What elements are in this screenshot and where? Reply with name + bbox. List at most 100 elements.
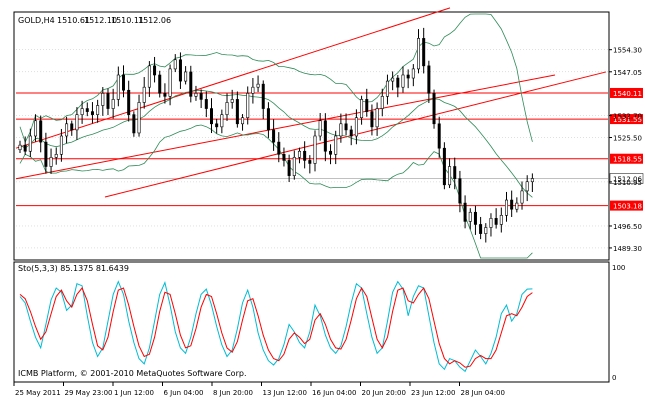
- candle-body: [287, 160, 291, 176]
- candle-body: [375, 108, 379, 128]
- trend-channel-line[interactable]: [15, 74, 556, 180]
- candle-body: [437, 123, 441, 149]
- bollinger-bands: [19, 13, 533, 259]
- time-tick-label: 6 Jun 04:00: [164, 389, 204, 397]
- copyright-watermark: ICMB Platform, © 2001-2010 MetaQuotes So…: [18, 369, 247, 378]
- candle-body: [39, 120, 43, 143]
- candle-body: [122, 74, 126, 91]
- candle-body: [308, 160, 312, 164]
- candle-body: [163, 93, 167, 97]
- candle-body: [49, 157, 53, 167]
- candle-body: [365, 99, 369, 112]
- candle-body: [173, 59, 177, 70]
- candle-body: [525, 181, 529, 192]
- candle-body: [75, 114, 79, 131]
- candle-body: [339, 123, 343, 137]
- stochastic-lines: [19, 280, 533, 373]
- candle-body: [266, 108, 270, 131]
- stochastic-label: Sto(5,3,3) 85.1375 81.6439: [18, 264, 129, 273]
- candle-body: [479, 224, 483, 234]
- price-tick-label: 1510.95: [613, 179, 642, 187]
- candle-body: [396, 77, 400, 88]
- candle-body: [473, 211, 477, 225]
- price-tick-label: 1489.30: [613, 245, 642, 253]
- candle-body: [510, 199, 514, 210]
- candle-body: [318, 120, 322, 137]
- candle-body: [453, 166, 457, 179]
- level-price-badge: [610, 153, 643, 164]
- candle-body: [230, 99, 234, 103]
- time-tick-label: 8 Jun 20:00: [213, 389, 253, 397]
- time-tick-label: 20 Jun 20:00: [362, 389, 406, 397]
- time-tick-label: 25 May 2011: [15, 389, 61, 397]
- price-axis: 1554.30 1547.05 1532.70 1525.50 1510.95 1496.…: [609, 47, 642, 253]
- candle-body: [417, 38, 421, 70]
- symbol-label: GOLD,H4: [18, 16, 55, 25]
- candle-body: [515, 202, 519, 210]
- price-tick-label: 1496.50: [613, 223, 642, 231]
- level-price-badge: [610, 87, 643, 98]
- candle-body: [153, 65, 157, 76]
- stochastic-main-line: [19, 280, 533, 373]
- candle-body: [448, 166, 452, 186]
- candle-body: [272, 129, 276, 143]
- candle-body: [189, 71, 193, 97]
- candle-body: [225, 102, 229, 115]
- candle-body: [70, 123, 74, 131]
- candle-body: [147, 65, 151, 88]
- candle-body: [370, 111, 374, 128]
- bollinger-middle-band: [19, 89, 533, 198]
- candle-body: [463, 202, 467, 222]
- candle-body: [380, 96, 384, 109]
- candle-body: [65, 123, 69, 137]
- candle-body: [106, 93, 110, 109]
- trend-channel-line[interactable]: [15, 7, 451, 149]
- candle-body: [168, 68, 172, 97]
- current-price-label: 1512.06: [613, 176, 642, 184]
- candle-body: [427, 65, 431, 94]
- candle-body: [116, 74, 120, 100]
- candle-body: [85, 108, 89, 112]
- candle-body: [385, 80, 389, 97]
- candle-body: [59, 135, 63, 155]
- time-tick-label: 28 Jun 04:00: [461, 389, 505, 397]
- main-chart-area[interactable]: [13, 11, 610, 261]
- candle-body: [220, 114, 224, 128]
- candle-body: [277, 141, 281, 155]
- candle-body: [344, 123, 348, 131]
- candle-body: [199, 93, 203, 100]
- candle-body: [184, 71, 188, 82]
- indicator-scale-top: 100: [612, 264, 625, 272]
- level-price-label: 1540.11: [613, 90, 642, 98]
- candle-body: [261, 83, 265, 109]
- candle-body: [23, 144, 27, 152]
- candle-body: [494, 218, 498, 225]
- price-candles: [18, 27, 534, 243]
- level-price-badge: [610, 114, 643, 125]
- candle-body: [354, 117, 358, 137]
- candle-body: [530, 178, 534, 183]
- candle-body: [256, 83, 260, 88]
- candle-body: [34, 120, 38, 137]
- horizontal-levels[interactable]: 1540.11 1531.55 1518.55 1503.18 1512.06: [16, 87, 644, 211]
- level-price-label: 1518.55: [613, 156, 642, 164]
- candle-body: [458, 178, 462, 204]
- candle-body: [90, 111, 94, 115]
- candle-body: [54, 154, 58, 158]
- time-tick-label: 23 Jun 12:00: [411, 389, 455, 397]
- candle-body: [489, 218, 493, 228]
- open-value: 1510.61: [57, 16, 90, 25]
- candle-body: [127, 89, 131, 115]
- candle-body: [132, 114, 136, 134]
- level-price-label: 1503.18: [613, 203, 642, 211]
- candle-body: [411, 68, 415, 79]
- candle-body: [241, 117, 245, 125]
- candle-body: [303, 150, 307, 161]
- candle-body: [360, 99, 364, 119]
- bollinger-lower-band: [19, 124, 533, 259]
- candle-body: [44, 141, 48, 167]
- stochastic-signal-line: [19, 286, 533, 368]
- candle-body: [334, 135, 338, 155]
